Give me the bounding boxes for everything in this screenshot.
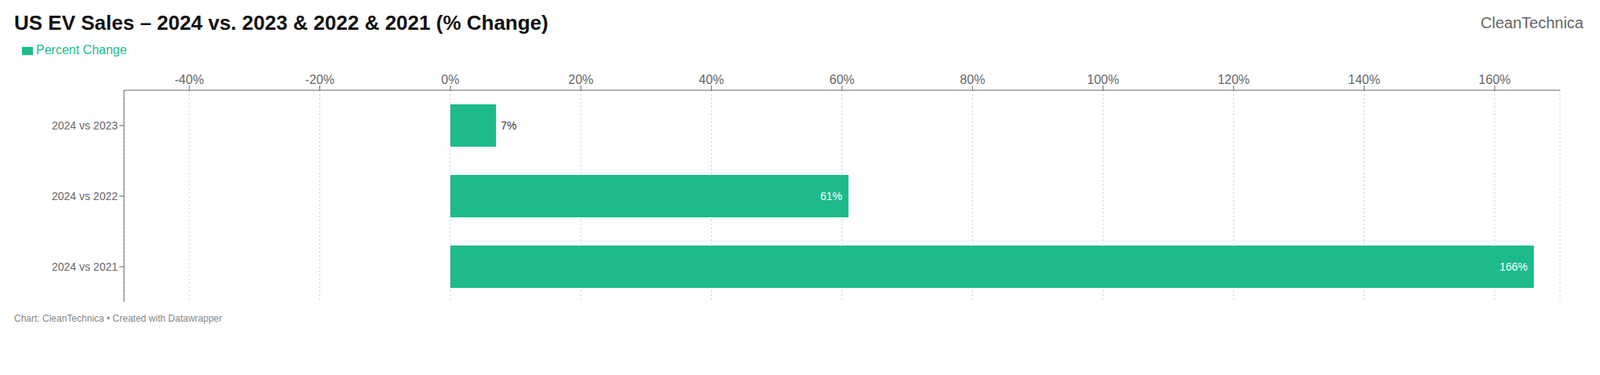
svg-text:61%: 61% [820, 189, 842, 203]
svg-text:60%: 60% [829, 72, 855, 87]
svg-text:80%: 80% [959, 72, 985, 87]
svg-text:2024 vs 2022: 2024 vs 2022 [51, 189, 118, 203]
svg-text:0%: 0% [441, 72, 460, 87]
svg-text:120%: 120% [1217, 72, 1251, 87]
svg-text:100%: 100% [1086, 72, 1119, 87]
html-text:Percent Change: Percent Change [36, 43, 127, 57]
svg-text:-40%: -40% [174, 72, 205, 87]
svg-text:140%: 140% [1348, 72, 1381, 87]
svg-text:2024 vs 2023: 2024 vs 2023 [51, 119, 118, 132]
html-text:CleanTechnica: CleanTechnica [1480, 14, 1584, 32]
html-text:US EV Sales – 2024 vs. 2023 &: US EV Sales – 2024 vs. 2023 & 2022 & 202… [14, 10, 549, 35]
svg-text:2024 vs 2021: 2024 vs 2021 [51, 260, 118, 274]
svg-text:166%: 166% [1499, 260, 1528, 274]
svg-text:20%: 20% [568, 72, 594, 87]
svg-text:7%: 7% [500, 119, 517, 132]
svg-text:-20%: -20% [305, 72, 335, 87]
svg-text:40%: 40% [699, 72, 725, 87]
svg-text:160%: 160% [1478, 72, 1511, 87]
html-text:Chart: CleanTechnica • Created: Chart: CleanTechnica • Created with Data… [14, 313, 223, 325]
